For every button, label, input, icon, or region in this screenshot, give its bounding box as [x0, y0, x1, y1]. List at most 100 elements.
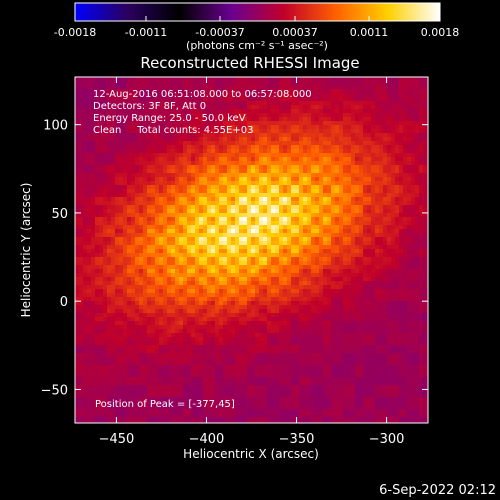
heatmap-cell	[147, 381, 152, 386]
heatmap-cell	[179, 301, 184, 306]
heatmap-cell	[171, 109, 176, 114]
heatmap-cell	[299, 149, 304, 154]
heatmap-cell	[139, 93, 144, 98]
heatmap-cell	[267, 137, 272, 142]
heatmap-cell	[115, 89, 120, 94]
heatmap-cell	[75, 345, 80, 350]
heatmap-cell	[263, 161, 268, 166]
heatmap-cell	[279, 213, 284, 218]
heatmap-cell	[191, 101, 196, 106]
heatmap-cell	[219, 321, 224, 326]
heatmap-cell	[99, 345, 104, 350]
heatmap-cell	[135, 289, 140, 294]
heatmap-cell	[139, 185, 144, 190]
heatmap-cell	[279, 357, 284, 362]
heatmap-cell	[251, 169, 256, 174]
heatmap-cell	[171, 129, 176, 134]
heatmap-cell	[99, 293, 104, 298]
heatmap-cell	[219, 141, 224, 146]
heatmap-cell	[91, 281, 96, 286]
heatmap-cell	[259, 77, 264, 82]
heatmap-cell	[243, 189, 248, 194]
heatmap-cell	[111, 305, 116, 310]
heatmap-cell	[207, 413, 212, 418]
heatmap-cell	[243, 289, 248, 294]
heatmap-cell	[99, 209, 104, 214]
heatmap-cell	[135, 109, 140, 114]
heatmap-cell	[79, 265, 84, 270]
heatmap-cell	[247, 405, 252, 410]
heatmap-cell	[91, 261, 96, 266]
heatmap-cell	[287, 397, 292, 402]
heatmap-cell	[79, 133, 84, 138]
heatmap-cell	[167, 201, 172, 206]
heatmap-cell	[223, 361, 228, 366]
heatmap-cell	[163, 145, 168, 150]
heatmap-cell	[167, 345, 172, 350]
heatmap-cell	[139, 385, 144, 390]
heatmap-cell	[267, 89, 272, 94]
heatmap-cell	[287, 237, 292, 242]
heatmap-cell	[299, 193, 304, 198]
heatmap-cell	[83, 193, 88, 198]
heatmap-cell	[223, 421, 228, 423]
heatmap-cell	[239, 293, 244, 298]
heatmap-cell	[131, 121, 136, 126]
heatmap-cell	[191, 337, 196, 342]
heatmap-cell	[95, 113, 100, 118]
heatmap-cell	[91, 357, 96, 362]
heatmap-cell	[79, 169, 84, 174]
heatmap-cell	[291, 253, 296, 258]
heatmap-cell	[119, 317, 124, 322]
heatmap-cell	[187, 249, 192, 254]
heatmap-cell	[87, 409, 92, 414]
heatmap-cell	[151, 157, 156, 162]
heatmap-cell	[239, 237, 244, 242]
heatmap-cell	[275, 381, 280, 386]
heatmap-cell	[95, 253, 100, 258]
heatmap-cell	[83, 341, 88, 346]
heatmap-cell	[135, 105, 140, 110]
heatmap-cell	[191, 345, 196, 350]
heatmap-cell	[283, 109, 288, 114]
heatmap-cell	[155, 153, 160, 158]
heatmap-cell	[291, 129, 296, 134]
heatmap-cell	[203, 241, 208, 246]
heatmap-cell	[163, 337, 168, 342]
heatmap-cell	[243, 333, 248, 338]
heatmap-cell	[259, 297, 264, 302]
heatmap-cell	[183, 297, 188, 302]
heatmap-cell	[147, 105, 152, 110]
heatmap-cell	[151, 329, 156, 334]
heatmap-cell	[111, 177, 116, 182]
heatmap-cell	[131, 297, 136, 302]
heatmap-cell	[267, 77, 272, 82]
heatmap-cell	[131, 261, 136, 266]
heatmap-cell	[291, 145, 296, 150]
heatmap-cell	[99, 193, 104, 198]
heatmap-cell	[231, 165, 236, 170]
heatmap-cell	[291, 345, 296, 350]
heatmap-cell	[131, 293, 136, 298]
heatmap-cell	[179, 325, 184, 330]
heatmap-cell	[111, 85, 116, 90]
heatmap-cell	[147, 393, 152, 398]
heatmap-cell	[251, 225, 256, 230]
heatmap-cell	[223, 229, 228, 234]
heatmap-cell	[247, 345, 252, 350]
heatmap-cell	[271, 261, 276, 266]
heatmap-cell	[195, 321, 200, 326]
heatmap-cell	[247, 269, 252, 274]
heatmap-cell	[163, 325, 168, 330]
heatmap-cell	[119, 253, 124, 258]
heatmap-cell	[219, 369, 224, 374]
heatmap-cell	[199, 209, 204, 214]
heatmap-cell	[227, 221, 232, 226]
heatmap-cell	[215, 149, 220, 154]
heatmap-cell	[243, 177, 248, 182]
heatmap-cell	[111, 241, 116, 246]
heatmap-cell	[291, 269, 296, 274]
heatmap-cell	[255, 389, 260, 394]
heatmap-cell	[247, 381, 252, 386]
heatmap-cell	[91, 133, 96, 138]
